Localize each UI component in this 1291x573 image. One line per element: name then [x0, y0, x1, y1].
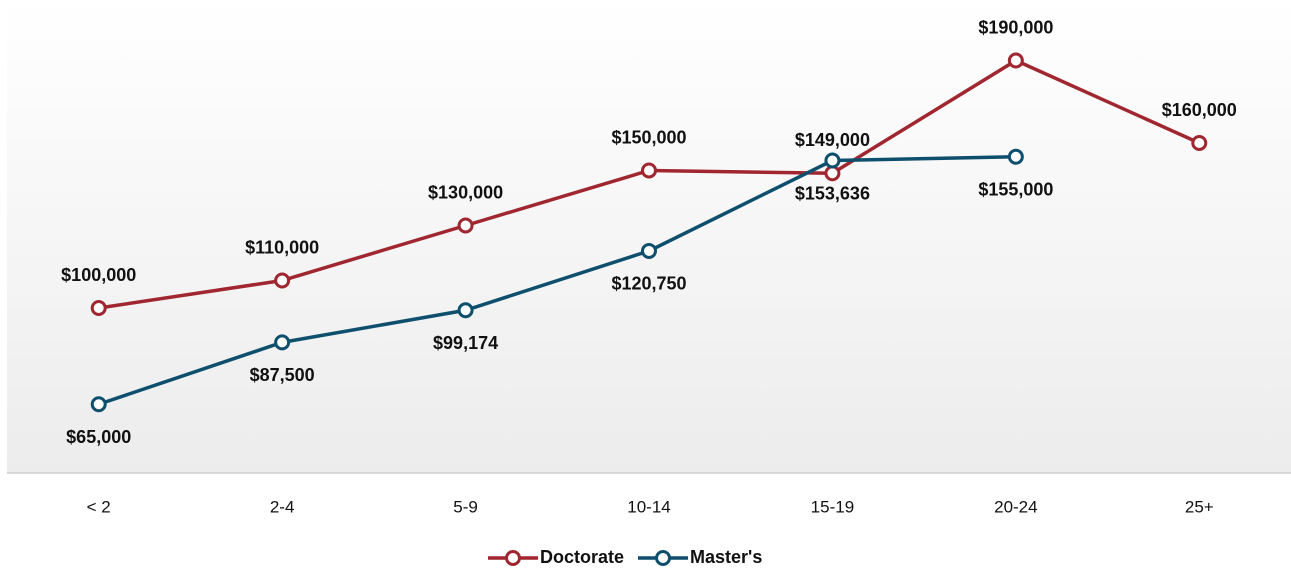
data-label: $87,500	[250, 365, 315, 385]
data-point	[641, 162, 657, 179]
series-line	[98, 155, 1016, 406]
data-label: $120,750	[611, 274, 686, 294]
legend-label: Master's	[690, 547, 762, 567]
data-label: $160,000	[1162, 100, 1237, 120]
data-point	[824, 152, 841, 169]
x-tick-label: 20-24	[994, 497, 1037, 516]
plot-area	[7, 0, 1291, 473]
x-tick-label: 15-19	[811, 497, 854, 516]
data-label: $130,000	[428, 182, 503, 202]
legend-marker	[655, 550, 672, 566]
data-point	[824, 165, 841, 182]
data-point	[90, 396, 107, 413]
data-label: $65,000	[66, 427, 131, 447]
data-label: $149,000	[795, 130, 870, 150]
data-point	[1007, 148, 1024, 165]
data-point	[274, 272, 291, 289]
data-label: $155,000	[978, 180, 1053, 200]
x-tick-label: 2-4	[270, 497, 295, 516]
data-label: $99,174	[433, 333, 498, 353]
x-tick-label: < 2	[87, 497, 111, 516]
legend-label: Doctorate	[540, 547, 624, 567]
data-point	[457, 302, 474, 319]
data-point	[1007, 52, 1024, 69]
x-tick-label: 25+	[1185, 497, 1214, 516]
legend-marker	[505, 550, 521, 566]
x-tick-label: 10-14	[627, 497, 670, 516]
data-point	[457, 217, 474, 234]
data-label: $100,000	[61, 265, 136, 285]
data-point	[90, 300, 107, 316]
data-point	[641, 242, 657, 259]
data-point	[1191, 135, 1208, 151]
data-label: $153,636	[795, 183, 870, 203]
data-point	[274, 334, 291, 351]
x-tick-label: 5-9	[453, 497, 478, 516]
data-label: $150,000	[611, 127, 686, 147]
data-label: $110,000	[245, 237, 319, 257]
data-label: $190,000	[978, 17, 1053, 37]
